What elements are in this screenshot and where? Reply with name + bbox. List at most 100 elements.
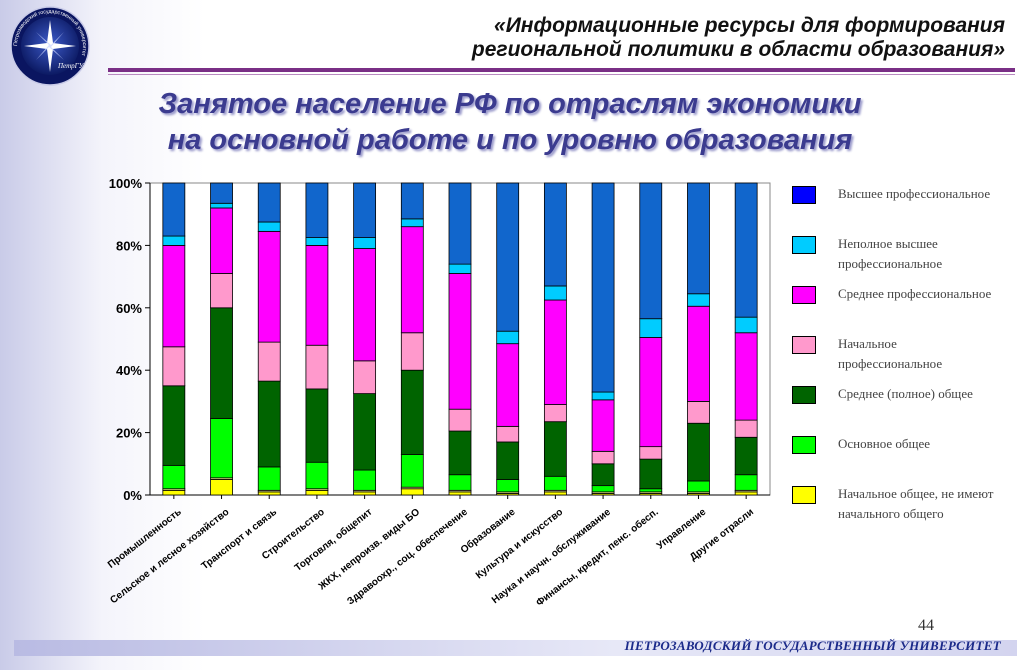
legend-swatch (792, 386, 816, 404)
bar-segment (543, 475, 567, 491)
presentation-title-line1: «Информационные ресурсы для формирования (494, 14, 1005, 37)
bar-segment (496, 343, 520, 427)
bar-segment (210, 307, 233, 419)
bar-segment (448, 474, 472, 491)
legend-item: Среднее (полное) общее (790, 384, 1000, 434)
bar-segment (210, 418, 233, 479)
university-logo: Петрозаводский государственный университ… (10, 6, 90, 86)
footer-university-name: ПЕТРОЗАВОДСКИЙ ГОСУДАРСТВЕННЫЙ УНИВЕРСИТ… (624, 638, 1001, 653)
bar-segment (353, 393, 377, 471)
bar-segment (543, 404, 567, 423)
bar-segment (162, 489, 186, 496)
bar-segment (400, 454, 424, 488)
bar-segment (400, 226, 424, 334)
bar-segment (543, 491, 567, 496)
bar-segment (734, 491, 758, 496)
bar-segment (639, 182, 663, 320)
bar-segment (448, 430, 472, 476)
bar-segment (734, 474, 758, 491)
legend-item: Высшее профессиональное (790, 184, 1000, 234)
bar-segment (400, 182, 424, 220)
bar-segment (687, 422, 710, 482)
bar-segment (210, 273, 233, 309)
bar-segment (210, 478, 233, 496)
bar-segment (448, 273, 472, 410)
y-tick-label: 60% (116, 301, 142, 316)
y-tick-label: 0% (123, 488, 142, 503)
x-category-label: Торговля, общепит (292, 506, 374, 574)
bar-segment (448, 182, 472, 265)
bar-segment (353, 237, 377, 249)
logo-text: ПетрГУ (57, 62, 85, 70)
bar-segment (543, 285, 567, 301)
legend-swatch (792, 286, 816, 304)
bar-segment (687, 305, 710, 402)
bar-segment (162, 464, 186, 490)
bar-segment (591, 485, 615, 493)
bar-segment (543, 421, 567, 477)
bar-segment (591, 399, 615, 452)
bar-segment (400, 369, 424, 455)
bar-segment (162, 182, 186, 237)
bar-segment (257, 182, 281, 223)
bar-segment (257, 380, 281, 468)
bar-segment (448, 263, 472, 274)
bar-segment (591, 463, 615, 487)
header-divider (108, 68, 1015, 72)
slide-title-line2: на основной работе и по уровню образован… (167, 124, 853, 156)
x-category-label: Культура и искусство (474, 507, 565, 582)
bar-segment (257, 341, 281, 382)
legend-label: Основное общее (838, 436, 931, 451)
y-tick-label: 40% (116, 363, 142, 378)
bar-segment (496, 330, 520, 345)
bar-segment (305, 489, 329, 496)
bar-segment (543, 299, 567, 405)
footer-bar (14, 640, 1017, 656)
legend-item: Начальное профессиональное (790, 334, 1000, 384)
legend-item: Неполное высшее профессиональное (790, 234, 1000, 284)
bar-segment (353, 360, 377, 394)
chart-legend: Высшее профессиональное Неполное высшее п… (790, 184, 1000, 534)
bar-segment (496, 441, 520, 480)
bar-segment (687, 293, 710, 307)
bar-segment (591, 391, 615, 401)
bar-segment (639, 318, 663, 338)
bar-segment (687, 182, 710, 295)
header-divider-thin (108, 74, 1015, 75)
bar-segment (496, 478, 520, 493)
bar-segment (353, 182, 377, 238)
bar-segment (400, 488, 424, 496)
bar-segment (210, 182, 233, 204)
legend-label: Начальное общее, не имеют начального общ… (838, 486, 994, 521)
bar-segment (210, 202, 233, 209)
bar-segment (734, 419, 758, 438)
bar-segment (353, 469, 377, 491)
legend-label: Начальное профессиональное (838, 336, 943, 371)
bar-segment (734, 436, 758, 476)
bar-segment (257, 466, 281, 491)
page-number: 44 (918, 617, 934, 634)
bar-segment (162, 385, 186, 466)
legend-label: Среднее профессиональное (838, 286, 992, 301)
bar-segment (687, 400, 710, 424)
bar-segment (353, 491, 377, 496)
bar-segment (639, 488, 663, 493)
bar-segment (591, 450, 615, 465)
bar-segment (353, 248, 377, 362)
presentation-title: «Информационные ресурсы для формирования… (285, 14, 1005, 62)
bar-segment (305, 182, 329, 238)
presentation-title-line2: региональной политики в области образова… (471, 38, 1005, 61)
y-tick-label: 80% (116, 238, 142, 253)
legend-swatch (792, 236, 816, 254)
bar-segment (400, 332, 424, 371)
bar-segment (210, 207, 233, 274)
bar-segment (496, 182, 520, 332)
bar-segment (639, 458, 663, 490)
legend-item: Основное общее (790, 434, 1000, 484)
bar-segment (496, 425, 520, 443)
bar-segment (162, 235, 186, 246)
legend-label: Неполное высшее профессиональное (838, 236, 943, 271)
bar-segment (734, 316, 758, 334)
legend-item: Среднее профессиональное (790, 284, 1000, 334)
